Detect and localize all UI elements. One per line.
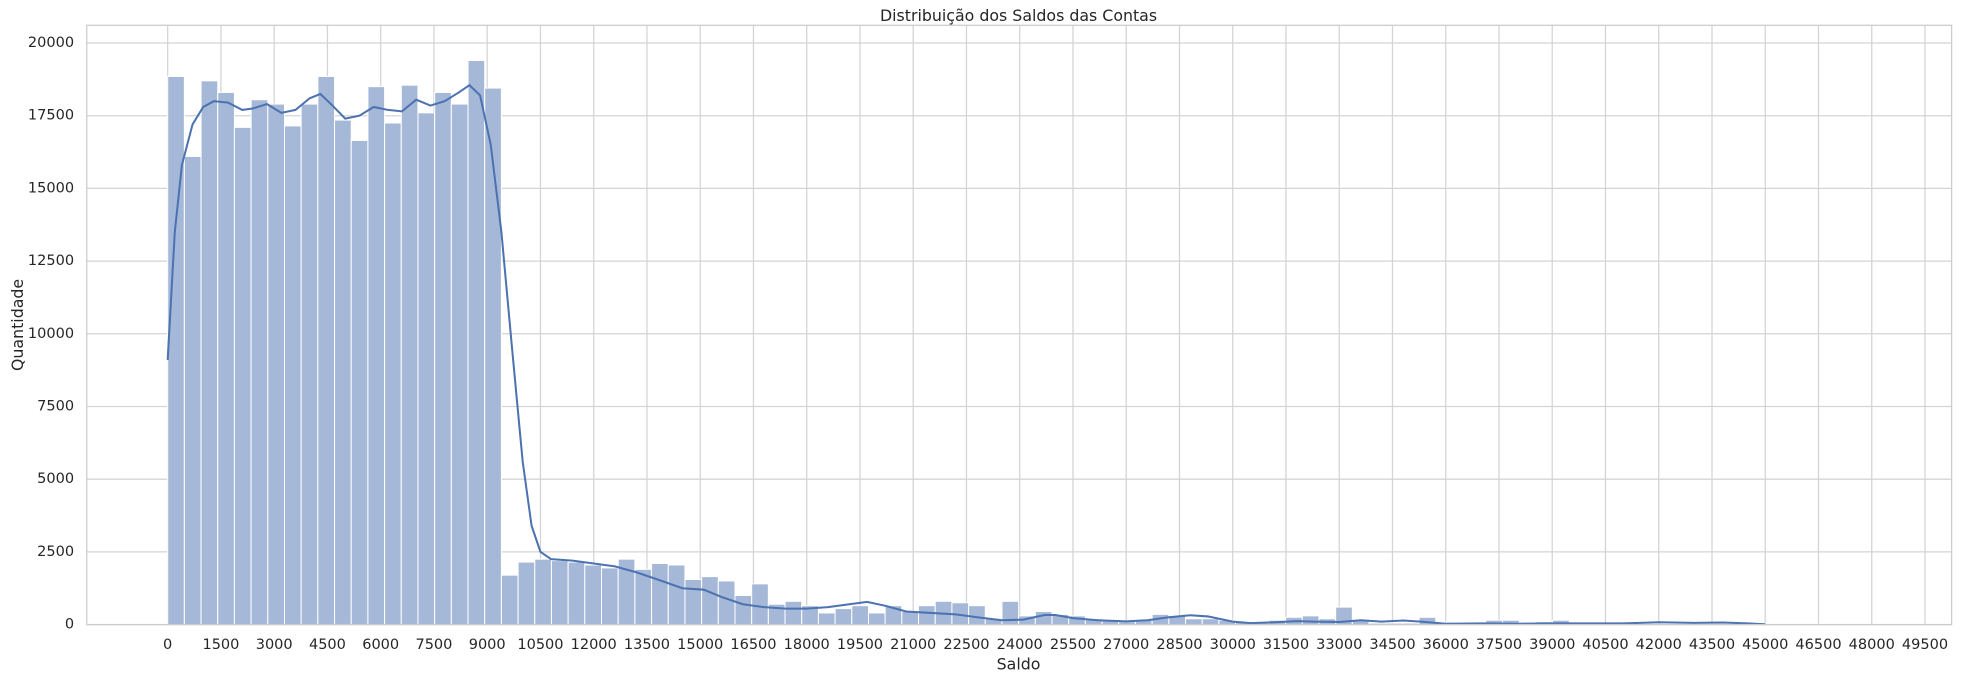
- x-tick-label: 19500: [837, 637, 883, 653]
- bar: [334, 119, 352, 626]
- x-tick-label: 42000: [1636, 637, 1682, 653]
- bar: [834, 608, 853, 626]
- y-tick-label: 17500: [28, 108, 74, 124]
- bar: [1185, 618, 1203, 626]
- x-tick-label: 6000: [362, 637, 399, 653]
- bar: [384, 122, 402, 626]
- bar: [734, 594, 753, 626]
- bar: [450, 103, 469, 626]
- y-tick-label: 10000: [28, 326, 74, 342]
- chart-title: Distribuição dos Saldos das Contas: [880, 6, 1157, 25]
- bar: [601, 567, 619, 626]
- x-tick-label: 3000: [256, 637, 293, 653]
- y-tick-label: 12500: [28, 253, 74, 269]
- x-tick-label: 46500: [1795, 637, 1841, 653]
- x-tick-label: 45000: [1742, 637, 1788, 653]
- x-tick-label: 1500: [202, 637, 239, 653]
- bar: [200, 80, 219, 626]
- bar: [851, 605, 869, 626]
- bar: [400, 84, 419, 626]
- x-tick-label: 15000: [677, 637, 723, 653]
- bar: [717, 580, 736, 626]
- x-tick-label: 21000: [890, 637, 936, 653]
- bar: [300, 103, 319, 626]
- bar: [684, 579, 703, 626]
- x-tick-label: 48000: [1849, 637, 1895, 653]
- bar: [417, 112, 436, 626]
- bar: [317, 75, 336, 626]
- bar: [534, 558, 552, 626]
- x-tick-label: 25500: [1050, 637, 1096, 653]
- bar: [517, 561, 536, 626]
- bar: [667, 564, 686, 626]
- bar: [167, 75, 185, 626]
- x-tick-label: 31500: [1263, 637, 1309, 653]
- bar: [584, 564, 603, 626]
- x-tick-label: 37500: [1476, 637, 1522, 653]
- y-tick-label: 7500: [37, 398, 74, 414]
- x-tick-label: 36000: [1423, 637, 1469, 653]
- bar: [1034, 610, 1053, 626]
- x-tick-label: 30000: [1210, 637, 1256, 653]
- y-axis-label: Quantidade: [8, 279, 27, 371]
- y-tick-label: 20000: [28, 35, 74, 51]
- x-tick-label: 28500: [1156, 637, 1202, 653]
- y-tick-label: 0: [65, 617, 74, 633]
- x-tick-label: 16500: [730, 637, 776, 653]
- x-tick-label: 40500: [1582, 637, 1628, 653]
- x-tick-label: 13500: [624, 637, 670, 653]
- bar: [350, 139, 369, 626]
- bar: [550, 560, 569, 626]
- bar: [701, 576, 719, 626]
- kde-line: [166, 83, 1766, 626]
- x-tick-label: 49500: [1902, 637, 1948, 653]
- x-tick-label: 24000: [997, 637, 1043, 653]
- bar: [968, 605, 986, 626]
- bar: [867, 612, 886, 626]
- y-tick-label: 15000: [28, 180, 74, 196]
- bar: [233, 126, 252, 626]
- bar: [217, 91, 235, 626]
- bar: [1301, 615, 1320, 626]
- x-tick-label: 4500: [309, 637, 346, 653]
- x-tick-label: 18000: [784, 637, 830, 653]
- bar: [500, 574, 519, 626]
- bar: [901, 610, 920, 626]
- plot-frame: [86, 24, 1953, 626]
- bar: [751, 583, 769, 626]
- bar: [434, 91, 452, 626]
- y-tick-label: 2500: [37, 544, 74, 560]
- x-tick-label: 9000: [469, 637, 506, 653]
- x-tick-label: 27000: [1103, 637, 1149, 653]
- bar: [267, 103, 285, 626]
- x-axis-label: Saldo: [997, 655, 1041, 674]
- bar: [250, 99, 269, 626]
- bar: [817, 612, 836, 626]
- bar: [918, 605, 936, 626]
- bar: [1201, 618, 1220, 626]
- bar: [283, 125, 302, 626]
- x-tick-label: 7500: [415, 637, 452, 653]
- x-tick-label: 22500: [943, 637, 989, 653]
- x-tick-label: 12000: [571, 637, 617, 653]
- bar: [367, 86, 386, 626]
- y-tick-label: 5000: [37, 471, 74, 487]
- bar: [567, 561, 586, 626]
- bar: [651, 563, 669, 626]
- bar: [467, 59, 486, 626]
- bar: [183, 155, 202, 626]
- bar: [784, 600, 803, 626]
- x-tick-label: 43500: [1689, 637, 1735, 653]
- x-tick-label: 33000: [1316, 637, 1362, 653]
- x-tick-label: 39000: [1529, 637, 1575, 653]
- x-tick-label: 10500: [517, 637, 563, 653]
- x-tick-label: 0: [163, 637, 172, 653]
- x-tick-label: 34500: [1369, 637, 1415, 653]
